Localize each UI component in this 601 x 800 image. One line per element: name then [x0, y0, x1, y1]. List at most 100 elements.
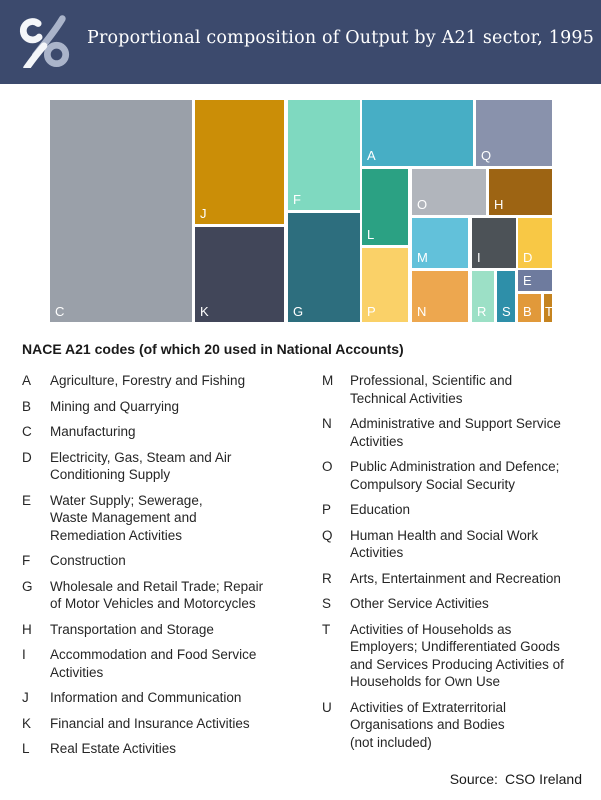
treemap-cell-B[interactable]: B	[518, 294, 541, 322]
legend-item-code: N	[322, 416, 332, 431]
treemap-cell-H[interactable]: H	[489, 169, 552, 215]
legend-item: P Education	[322, 501, 584, 519]
legend-item-label: Mining and Quarrying	[50, 398, 180, 414]
treemap-cell-code: L	[367, 227, 375, 242]
treemap-cell-code: S	[502, 304, 511, 319]
treemap-cell-code: E	[523, 273, 532, 288]
legend-item-label: Accommodation and Food Service Activitie…	[50, 647, 257, 680]
legend-item-code: D	[22, 449, 32, 465]
treemap-cell-code: D	[523, 250, 533, 265]
treemap-cell-F[interactable]: F	[288, 100, 360, 210]
treemap-cell-K[interactable]: K	[195, 227, 284, 322]
app-header: Proportional composition of Output by A2…	[0, 0, 601, 84]
legend-columns: A Agriculture, Forestry and Fishing B Mi…	[22, 372, 584, 766]
legend-item-label: Education	[350, 502, 411, 517]
legend-item-code: O	[322, 459, 333, 474]
legend-item: F Construction	[22, 552, 322, 570]
treemap-cell-T[interactable]: T	[544, 294, 552, 322]
legend-item-label: Professional, Scientific and Technical A…	[350, 373, 513, 406]
legend-item-label: Real Estate Activities	[50, 741, 177, 756]
source-label: Source:	[449, 771, 498, 787]
legend-item-code: L	[22, 741, 30, 756]
legend-item: E Water Supply; Sewerage, Waste Manageme…	[22, 492, 322, 545]
source-note: Source: CSO Ireland	[450, 771, 582, 787]
legend-item-label: Administrative and Support Service Activ…	[350, 416, 561, 449]
legend-item-code: G	[22, 578, 33, 594]
legend-item: D Electricity, Gas, Steam and Air Condit…	[22, 449, 322, 484]
treemap-cell-code: F	[293, 192, 301, 207]
legend-column-left: A Agriculture, Forestry and Fishing B Mi…	[22, 372, 322, 766]
treemap-cell-code: K	[200, 304, 209, 319]
legend-item-code: A	[22, 373, 32, 388]
legend-item-code: F	[22, 553, 31, 568]
treemap-cell-N[interactable]: N	[412, 271, 468, 322]
legend-item: Q Human Health and Social Work Activitie…	[322, 527, 584, 562]
treemap-cell-code: R	[477, 304, 487, 319]
legend-item-label: Activities of Extraterritorial Organisat…	[350, 699, 507, 750]
legend-item: T Activities of Households as Employers;…	[322, 621, 584, 691]
legend-item-label: Activities of Households as Employers; U…	[350, 621, 564, 690]
legend-item-label: Agriculture, Forestry and Fishing	[50, 373, 246, 388]
treemap-cell-E[interactable]: E	[518, 270, 552, 291]
legend-item-code: M	[322, 373, 334, 388]
treemap-cell-code: O	[417, 197, 428, 212]
legend-item-code: R	[322, 570, 332, 586]
treemap-cell-code: I	[477, 250, 481, 265]
treemap-cell-J[interactable]: J	[195, 100, 284, 224]
legend-item: M Professional, Scientific and Technical…	[322, 372, 584, 407]
legend-item: H Transportation and Storage	[22, 621, 322, 639]
legend-item: O Public Administration and Defence; Com…	[322, 458, 584, 493]
legend-column-right: M Professional, Scientific and Technical…	[322, 372, 584, 766]
cso-logo-icon	[19, 15, 70, 68]
treemap-cell-L[interactable]: L	[362, 169, 408, 245]
source-value: CSO Ireland	[504, 771, 582, 787]
legend-item-label: Financial and Insurance Activities	[50, 715, 250, 731]
legend-item-label: Transportation and Storage	[50, 621, 214, 637]
legend-item-code: S	[322, 596, 332, 611]
legend-item-label: Construction	[50, 553, 126, 568]
legend-item-code: T	[322, 621, 331, 637]
treemap-cell-R[interactable]: R	[472, 271, 494, 322]
legend-item: J Information and Communication	[22, 689, 322, 707]
legend-item: S Other Service Activities	[322, 595, 584, 613]
treemap-cell-A[interactable]: A	[362, 100, 473, 166]
legend-item-code: J	[22, 690, 29, 705]
legend-item-label: Arts, Entertainment and Recreation	[350, 570, 561, 586]
legend-item: B Mining and Quarrying	[22, 398, 322, 416]
legend-item-label: Other Service Activities	[350, 596, 489, 611]
legend-item-code: C	[22, 424, 32, 439]
treemap-cell-Q[interactable]: Q	[476, 100, 552, 166]
treemap-cell-code: M	[417, 250, 428, 265]
treemap-cell-S[interactable]: S	[497, 271, 515, 322]
legend-item: C Manufacturing	[22, 423, 322, 441]
legend-item-code: P	[322, 502, 332, 517]
treemap-cell-code: H	[494, 197, 504, 212]
treemap-cell-G[interactable]: G	[288, 213, 360, 322]
legend-item: R Arts, Entertainment and Recreation	[322, 570, 584, 588]
legend-item: N Administrative and Support Service Act…	[322, 415, 584, 450]
page-title: Proportional composition of Output by A2…	[87, 28, 595, 48]
legend-item-label: Public Administration and Defence; Compu…	[350, 459, 560, 492]
treemap-cell-code: J	[200, 206, 207, 221]
treemap-cell-code: N	[417, 304, 427, 319]
legend-item-code: Q	[322, 527, 333, 543]
treemap-cell-code: Q	[481, 148, 492, 163]
legend-item-label: Water Supply; Sewerage, Waste Management…	[50, 492, 203, 543]
treemap-cell-O[interactable]: O	[412, 169, 486, 215]
legend-item-label: Manufacturing	[50, 424, 136, 439]
treemap-cell-code: A	[367, 148, 376, 163]
legend-item: A Agriculture, Forestry and Fishing	[22, 372, 322, 390]
treemap-cell-D[interactable]: D	[518, 218, 552, 268]
treemap-cell-M[interactable]: M	[412, 218, 468, 268]
treemap-cell-code: G	[293, 304, 304, 319]
legend-title: NACE A21 codes (of which 20 used in Nati…	[22, 341, 404, 357]
legend-item-label: Electricity, Gas, Steam and Air Conditio…	[50, 449, 232, 483]
treemap-cell-code: B	[523, 304, 532, 319]
legend-item-label: Wholesale and Retail Trade; Repair of Mo…	[50, 578, 264, 612]
legend-item-label: Human Health and Social Work Activities	[350, 527, 539, 561]
treemap-cell-P[interactable]: P	[362, 248, 408, 322]
treemap-cell-C[interactable]: C	[50, 100, 192, 322]
legend-item-code: K	[22, 715, 32, 731]
treemap-cell-I[interactable]: I	[472, 218, 516, 268]
